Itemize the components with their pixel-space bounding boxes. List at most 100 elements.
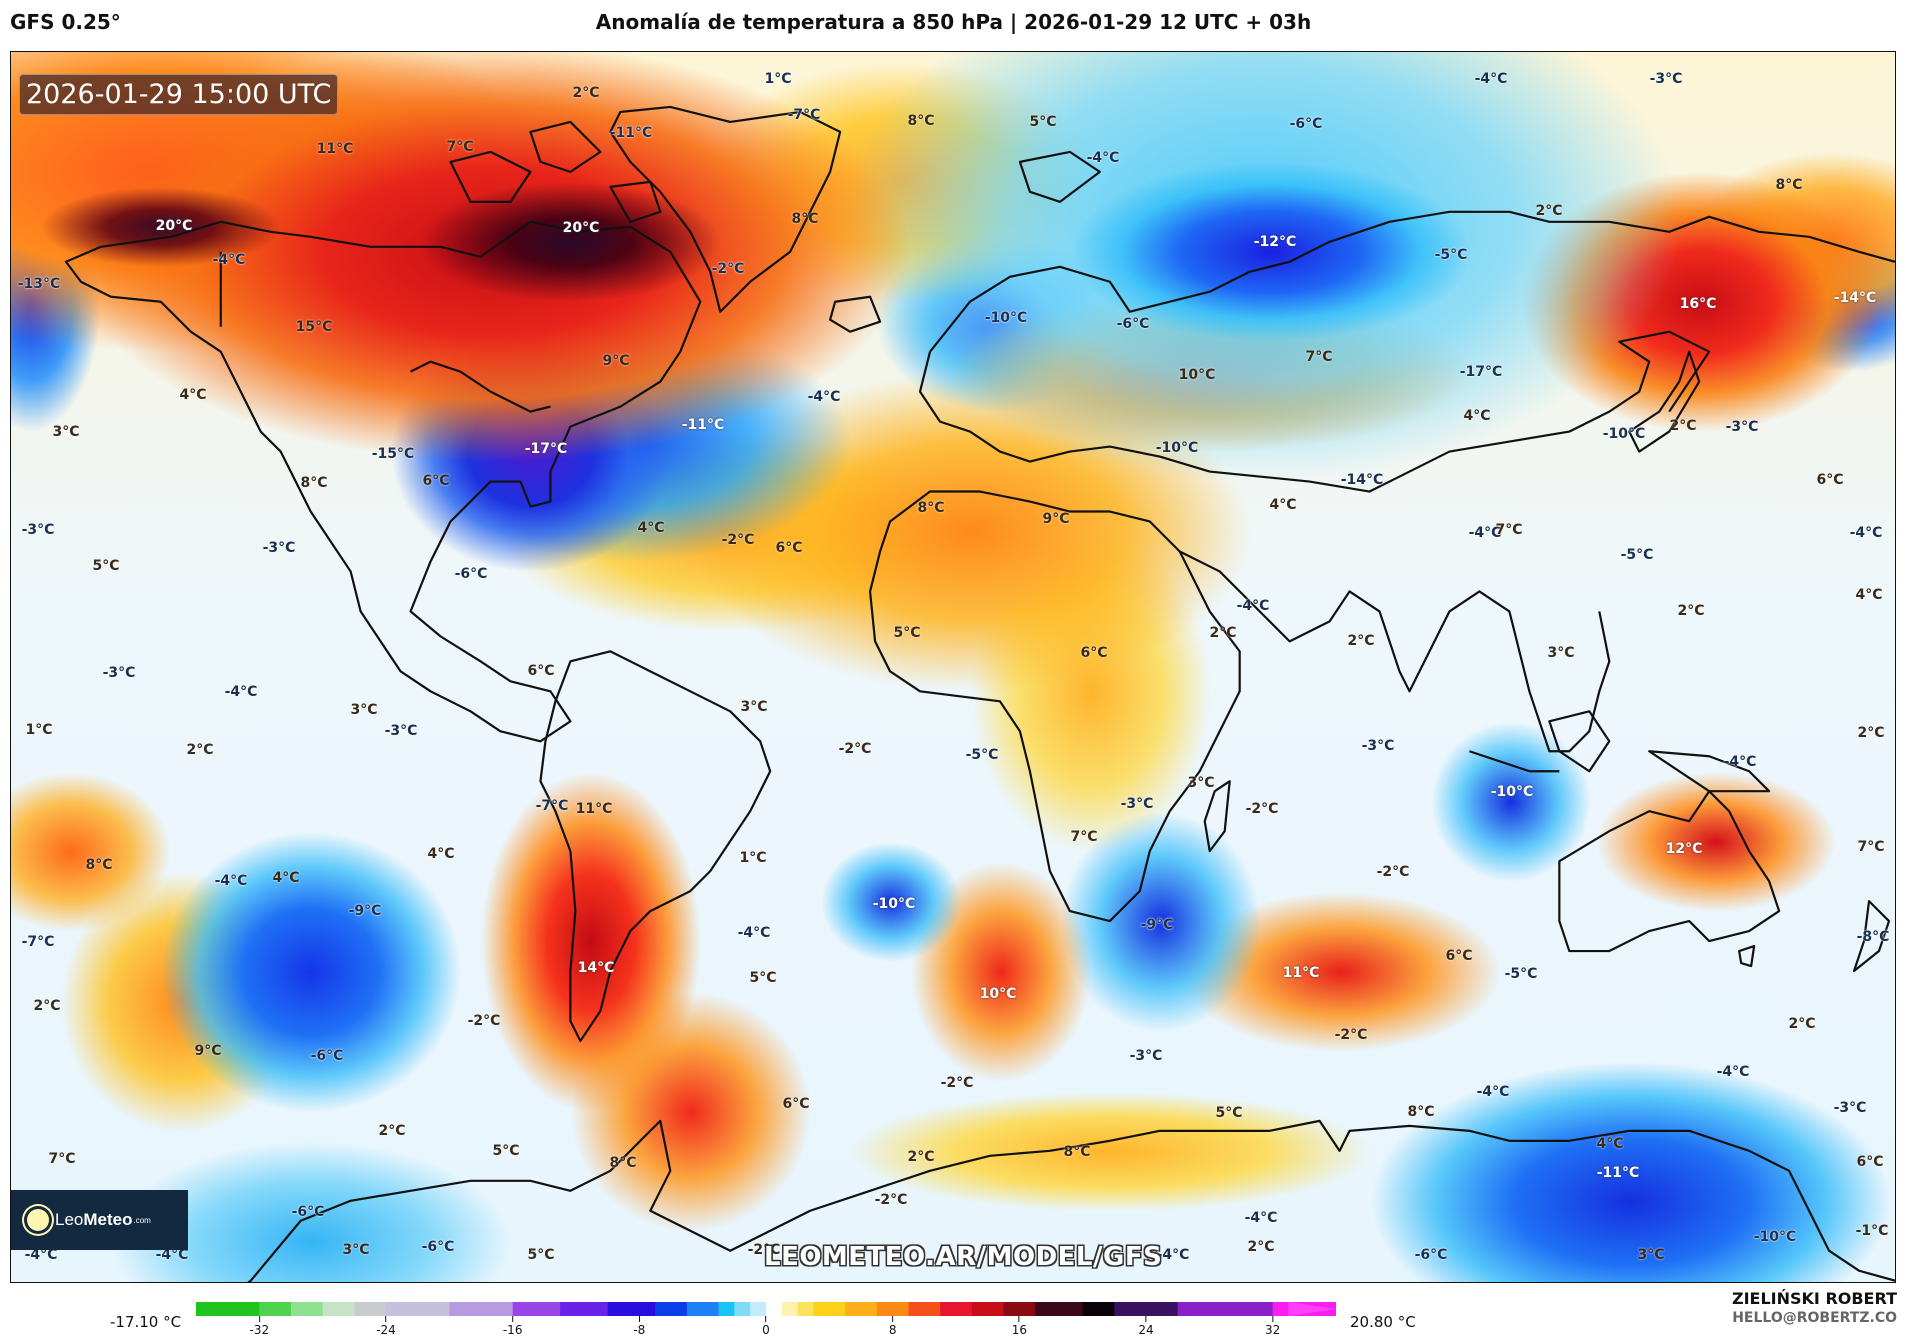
temperature-label: -11°C: [1596, 1165, 1640, 1181]
temperature-label: -6°C: [310, 1048, 344, 1064]
colorbar-tick: 24: [1138, 1316, 1153, 1337]
temperature-label: 11°C: [1282, 965, 1320, 981]
temperature-label: -7°C: [535, 798, 569, 814]
temperature-label: 2°C: [1209, 625, 1237, 641]
temperature-label: -9°C: [1140, 917, 1174, 933]
temperature-label: 9°C: [194, 1043, 222, 1059]
colorbar-tick: 0: [762, 1316, 770, 1337]
temperature-label: -17°C: [1459, 364, 1503, 380]
temperature-label: 7°C: [446, 139, 474, 155]
temperature-label: 8°C: [1063, 1144, 1091, 1160]
page-title: Anomalía de temperatura a 850 hPa | 2026…: [595, 10, 1312, 34]
temperature-label: 2°C: [907, 1149, 935, 1165]
temperature-label: 9°C: [602, 353, 630, 369]
temperature-label: 16°C: [1679, 296, 1717, 312]
temperature-label: -9°C: [348, 903, 382, 919]
colorbar-min-label: -17.10 °C: [110, 1313, 182, 1331]
temperature-label: 5°C: [749, 970, 777, 986]
temperature-label: -2°C: [467, 1013, 501, 1029]
temperature-label: 2°C: [1788, 1016, 1816, 1032]
temperature-label: -6°C: [291, 1204, 325, 1220]
temperature-label: -2°C: [1245, 801, 1279, 817]
temperature-label: -3°C: [1361, 738, 1395, 754]
temperature-label: 6°C: [422, 473, 450, 489]
temperature-label: -4°C: [1849, 525, 1883, 541]
logo-text-leo: Leo: [55, 1210, 84, 1229]
temperature-label: 4°C: [1855, 587, 1883, 603]
temperature-label: 4°C: [1596, 1136, 1624, 1152]
temperature-label: 4°C: [427, 846, 455, 862]
temperature-label: 14°C: [577, 960, 615, 976]
temperature-label: 8°C: [1775, 177, 1803, 193]
temperature-label: -8°C: [1856, 929, 1890, 945]
temperature-label: -6°C: [421, 1239, 455, 1255]
temperature-label: 3°C: [740, 699, 768, 715]
temperature-label: 2°C: [378, 1123, 406, 1139]
temperature-label: 3°C: [342, 1242, 370, 1258]
temperature-label: 8°C: [907, 113, 935, 129]
temperature-label: 8°C: [300, 475, 328, 491]
colorbar-tick: -8: [633, 1316, 645, 1337]
colorbar-tick: 32: [1265, 1316, 1280, 1337]
temperature-label: 2°C: [1347, 633, 1375, 649]
temperature-label: 4°C: [179, 387, 207, 403]
temperature-label: 7°C: [1857, 839, 1885, 855]
temperature-label: 6°C: [1856, 1154, 1884, 1170]
colorbar-tick: -24: [376, 1316, 396, 1337]
temperature-label: -11°C: [681, 417, 725, 433]
temperature-label: -4°C: [155, 1247, 189, 1263]
author-name: ZIELIŃSKI ROBERT: [1731, 1289, 1897, 1308]
temperature-label: 20°C: [562, 220, 600, 236]
temperature-label: -3°C: [1833, 1100, 1867, 1116]
temperature-label: -2°C: [940, 1075, 974, 1091]
temperature-label: -3°C: [1129, 1048, 1163, 1064]
temperature-label: 8°C: [791, 211, 819, 227]
temperature-label: -12°C: [1253, 234, 1297, 250]
temperature-label: 20°C: [155, 218, 193, 234]
temperature-label: -3°C: [1649, 71, 1683, 87]
temperature-label: -6°C: [1116, 316, 1150, 332]
temperature-label: -10°C: [1753, 1229, 1797, 1245]
temperature-label: 1°C: [764, 71, 792, 87]
temperature-label: 1°C: [739, 850, 767, 866]
temperature-label: 3°C: [1637, 1247, 1665, 1263]
temperature-anomaly-map[interactable]: 2026-01-29 15:00 UTC 2°C 1°C -11°C -7°C 8°C 5…: [10, 51, 1896, 1283]
model-label: GFS 0.25°: [10, 10, 121, 34]
temperature-label: 7°C: [1495, 522, 1523, 538]
temperature-label: -7°C: [787, 107, 821, 123]
temperature-label: 3°C: [1547, 645, 1575, 661]
temperature-label: 6°C: [782, 1096, 810, 1112]
temperature-label: -11°C: [609, 125, 653, 141]
temperature-label: -10°C: [1490, 784, 1534, 800]
temperature-label: -7°C: [21, 934, 55, 950]
temperature-label: -4°C: [1156, 1247, 1190, 1263]
temperature-label: -6°C: [1289, 116, 1323, 132]
temperature-label: 5°C: [1215, 1105, 1243, 1121]
temperature-label: 5°C: [527, 1247, 555, 1263]
temperature-label: -4°C: [212, 252, 246, 268]
temperature-label: -1°C: [1855, 1223, 1889, 1239]
temperature-label: 4°C: [272, 870, 300, 886]
temperature-label: 5°C: [893, 625, 921, 641]
temperature-label: -2°C: [721, 532, 755, 548]
temperature-label: 8°C: [609, 1155, 637, 1171]
temperature-label: 6°C: [1445, 948, 1473, 964]
temperature-label: 6°C: [527, 663, 555, 679]
source-watermark: LEOMETEO.AR/MODEL/GFS: [764, 1242, 1163, 1272]
temperature-label: -14°C: [1833, 290, 1877, 306]
temperature-label: 2°C: [572, 85, 600, 101]
temperature-label: -4°C: [737, 925, 771, 941]
temperature-label: 5°C: [492, 1143, 520, 1159]
author-email: HELLO@ROBERTZ.CO: [1732, 1310, 1897, 1326]
temperature-label: 2°C: [1669, 418, 1697, 434]
temperature-label: -13°C: [17, 276, 61, 292]
temperature-label: 1°C: [25, 722, 53, 738]
temperature-label: 5°C: [1029, 114, 1057, 130]
temperature-label: -4°C: [214, 873, 248, 889]
temperature-label: 2°C: [1677, 603, 1705, 619]
leometeo-logo[interactable]: Leo Meteo .com: [11, 1190, 188, 1250]
temperature-label: -5°C: [1620, 547, 1654, 563]
temperature-label: 12°C: [1665, 841, 1703, 857]
temperature-label: -10°C: [872, 896, 916, 912]
valid-time-badge: 2026-01-29 15:00 UTC: [19, 74, 339, 115]
